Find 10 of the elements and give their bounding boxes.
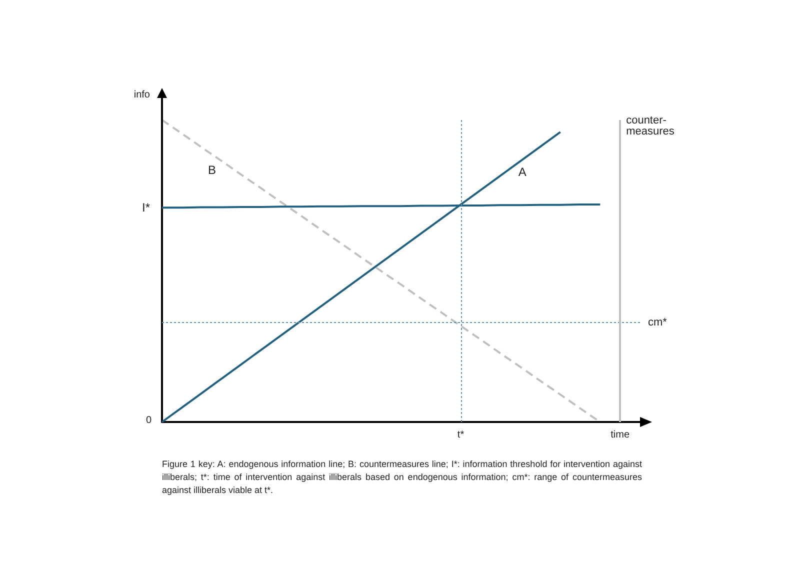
series-label: B: [208, 163, 216, 177]
ref-line-label: counter- measures: [626, 114, 675, 138]
series-label: I*: [142, 200, 150, 215]
x-tick-label: t*: [457, 430, 464, 440]
text: 0: [146, 415, 152, 426]
series-label: A: [518, 165, 526, 180]
x-tick-label: time: [610, 430, 630, 440]
y-axis-title: info: [134, 90, 150, 100]
ref-line-label: cm*: [648, 316, 668, 328]
caption: Figure 1 key: A: endogenous information line; B: countermeasures line; I*: information threshold for intervention against illiberals; t*: time of intervention against illiberals based on endogenous information; cm*: range of countermeasures against illiberals viable at t*.: [162, 458, 642, 497]
